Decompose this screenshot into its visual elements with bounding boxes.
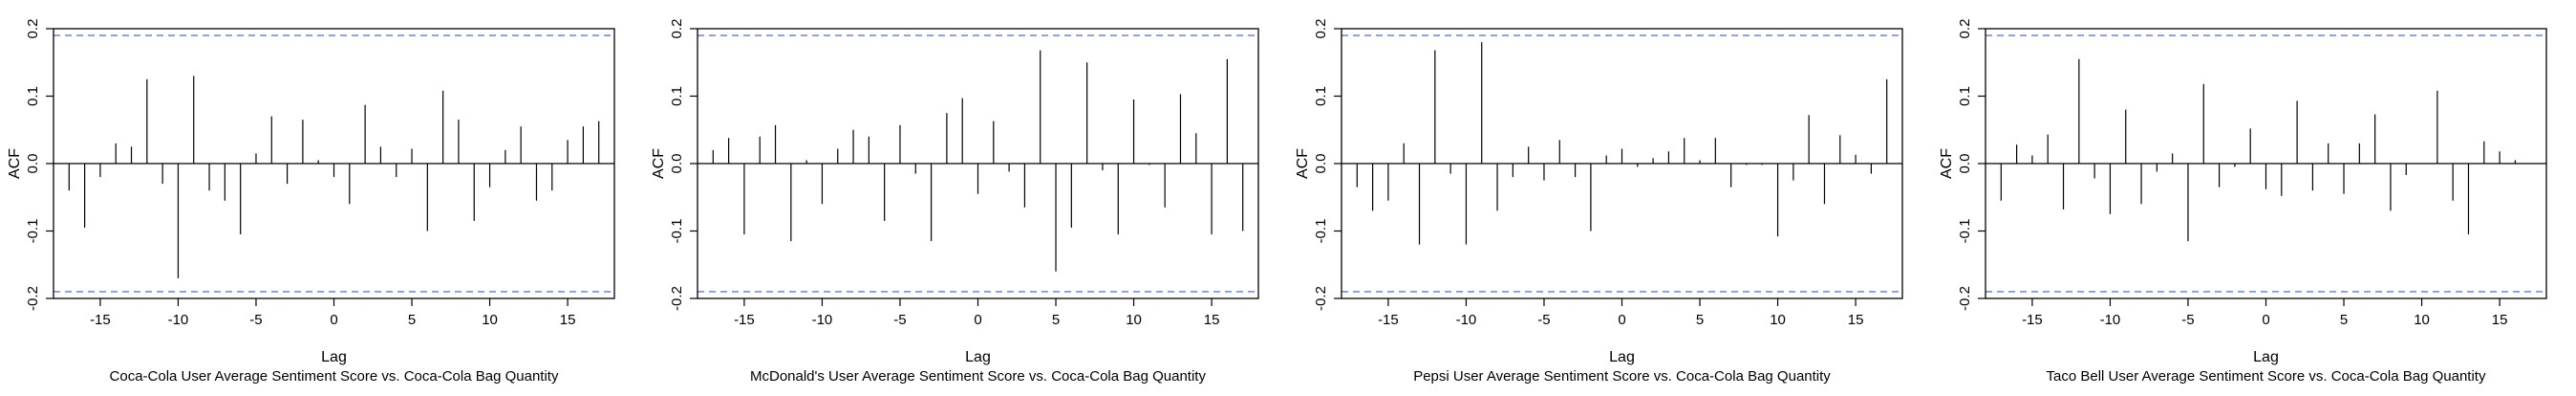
x-tick-label: 15 <box>1848 312 1864 328</box>
y-axis-title: ACF <box>1295 148 1311 179</box>
x-tick-label: 0 <box>330 312 337 328</box>
x-tick-label: 0 <box>974 312 981 328</box>
x-tick-label: 15 <box>1204 312 1220 328</box>
x-tick-label: 5 <box>2340 312 2348 328</box>
y-tick-label: 0.0 <box>1957 154 1973 174</box>
x-tick-label: -10 <box>168 312 189 328</box>
acf-chart-3: -15 -10 -5 0 5 10 15 -0.2 -0.1 0.0 0.1 0.2 Lag ACF Pep… <box>1288 0 1932 396</box>
acf-plot-svg: -15 -10 -5 0 5 10 15 -0.2 -0.1 0.0 0.1 0.2 Lag ACF Coc… <box>7 19 615 385</box>
y-tick-label: 0.1 <box>25 86 41 106</box>
x-tick-label: 0 <box>2262 312 2269 328</box>
x-tick-label: 5 <box>1052 312 1060 328</box>
y-tick-label: -0.2 <box>1957 286 1973 311</box>
x-tick-label: -5 <box>1537 312 1550 328</box>
x-tick-label: -5 <box>893 312 906 328</box>
y-axis-title: ACF <box>7 148 23 179</box>
y-tick-label: 0.0 <box>25 154 41 174</box>
x-tick-label: 10 <box>1126 312 1142 328</box>
x-tick-label: -5 <box>249 312 262 328</box>
x-tick-label: -15 <box>734 312 755 328</box>
chart-title: Pepsi User Average Sentiment Score vs. C… <box>1413 368 1831 385</box>
y-tick-label: 0.1 <box>1957 86 1973 106</box>
y-tick-label: 0.0 <box>1313 154 1329 174</box>
acf-chart-1: -15 -10 -5 0 5 10 15 -0.2 -0.1 0.0 0.1 0.2 Lag ACF Coc… <box>0 0 644 396</box>
y-tick-label: -0.2 <box>669 286 685 311</box>
chart-title: Coca-Cola User Average Sentiment Score v… <box>110 368 559 385</box>
x-tick-label: -5 <box>2181 312 2194 328</box>
x-tick-label: 10 <box>2414 312 2430 328</box>
acf-plot-svg: -15 -10 -5 0 5 10 15 -0.2 -0.1 0.0 0.1 0.2 Lag ACF Tac… <box>1939 19 2547 385</box>
x-tick-label: -10 <box>812 312 833 328</box>
x-axis-title: Lag <box>1609 349 1635 365</box>
x-axis-title: Lag <box>2253 349 2279 365</box>
y-tick-label: -0.2 <box>1313 286 1329 311</box>
acf-chart-2: -15 -10 -5 0 5 10 15 -0.2 -0.1 0.0 0.1 0.2 Lag ACF McD… <box>644 0 1288 396</box>
y-tick-label: -0.2 <box>25 286 41 311</box>
y-tick-label: -0.1 <box>25 219 41 244</box>
y-tick-label: 0.2 <box>1957 19 1973 39</box>
acf-chart-4: -15 -10 -5 0 5 10 15 -0.2 -0.1 0.0 0.1 0.2 Lag ACF Tac… <box>1932 0 2576 396</box>
y-axis-title: ACF <box>651 148 667 179</box>
y-tick-label: -0.1 <box>1957 219 1973 244</box>
x-tick-label: -15 <box>90 312 111 328</box>
x-tick-label: -10 <box>2100 312 2121 328</box>
x-tick-label: -15 <box>1378 312 1399 328</box>
x-tick-label: 5 <box>408 312 416 328</box>
x-tick-label: -10 <box>1456 312 1477 328</box>
x-tick-label: 10 <box>482 312 498 328</box>
x-axis-title: Lag <box>321 349 347 365</box>
y-tick-label: 0.2 <box>1313 19 1329 39</box>
y-axis-title: ACF <box>1939 148 1955 179</box>
acf-plot-svg: -15 -10 -5 0 5 10 15 -0.2 -0.1 0.0 0.1 0.2 Lag ACF Pep… <box>1295 19 1903 385</box>
y-tick-label: -0.1 <box>1313 219 1329 244</box>
y-tick-label: 0.2 <box>669 19 685 39</box>
x-tick-label: 15 <box>560 312 576 328</box>
x-tick-label: 10 <box>1770 312 1786 328</box>
y-tick-label: 0.1 <box>669 86 685 106</box>
chart-title: McDonald's User Average Sentiment Score … <box>750 368 1206 385</box>
x-tick-label: 5 <box>1696 312 1704 328</box>
y-tick-label: 0.1 <box>1313 86 1329 106</box>
y-tick-label: -0.1 <box>669 219 685 244</box>
chart-title: Taco Bell User Average Sentiment Score v… <box>2047 368 2486 385</box>
x-tick-label: 0 <box>1618 312 1625 328</box>
acf-plot-svg: -15 -10 -5 0 5 10 15 -0.2 -0.1 0.0 0.1 0.2 Lag ACF McD… <box>651 19 1259 385</box>
x-tick-label: 15 <box>2492 312 2508 328</box>
x-tick-label: -15 <box>2022 312 2043 328</box>
y-tick-label: 0.0 <box>669 154 685 174</box>
x-axis-title: Lag <box>965 349 991 365</box>
y-tick-label: 0.2 <box>25 19 41 39</box>
